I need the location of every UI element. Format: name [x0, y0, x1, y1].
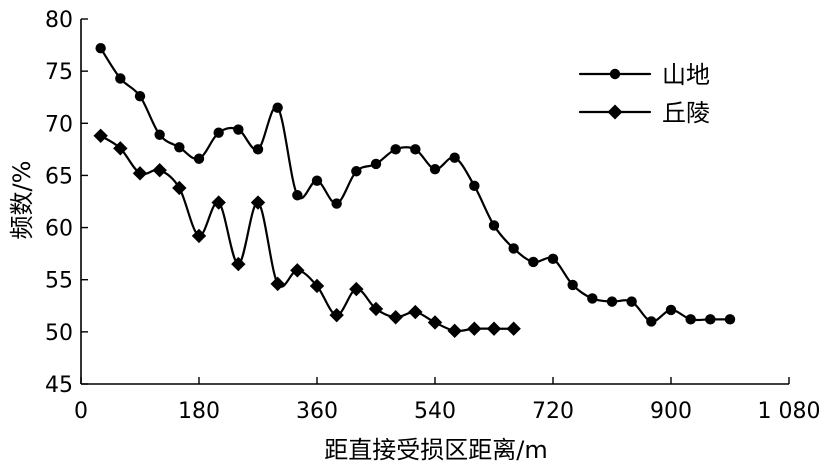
y-tick-label: 55	[45, 269, 73, 294]
y-tick-label: 60	[45, 217, 73, 242]
y-tick-label: 65	[45, 164, 73, 189]
data-point-circle	[370, 158, 382, 170]
data-point-diamond	[250, 195, 266, 210]
series-line-1	[99, 134, 515, 333]
data-point-circle	[174, 142, 185, 153]
data-point-diamond	[172, 180, 187, 196]
data-point-circle	[508, 243, 519, 254]
series-diamond	[93, 128, 521, 339]
x-ticks: 0 180 360 540 720 900 1 080	[74, 377, 820, 424]
data-point-circle	[134, 90, 146, 102]
data-point-circle	[587, 293, 598, 304]
data-point-circle	[410, 144, 421, 155]
data-point-circle	[95, 43, 106, 54]
data-point-circle	[528, 256, 539, 268]
x-tick-label: 360	[296, 399, 338, 424]
data-point-circle	[390, 144, 401, 155]
data-point-circle	[115, 73, 126, 84]
y-tick-label: 50	[45, 321, 73, 346]
data-point-diamond	[467, 321, 482, 336]
x-tick-label: 180	[178, 399, 220, 424]
x-tick-label: 0	[74, 399, 88, 424]
data-point-diamond	[290, 263, 305, 278]
data-point-diamond	[191, 228, 207, 244]
data-point-diamond	[506, 321, 521, 336]
data-point-diamond	[486, 321, 502, 336]
data-point-diamond	[270, 276, 285, 292]
data-point-circle	[547, 253, 559, 265]
data-point-circle	[272, 102, 283, 113]
data-point-circle	[646, 316, 657, 327]
data-point-diamond	[388, 310, 403, 325]
series-circle	[95, 43, 736, 327]
data-point-diamond	[368, 301, 384, 317]
data-point-diamond	[447, 323, 462, 339]
data-point-diamond	[408, 304, 423, 320]
data-point-circle	[567, 279, 578, 291]
data-point-diamond	[211, 195, 226, 210]
data-point-circle	[705, 314, 716, 325]
data-point-circle	[449, 152, 460, 163]
data-point-circle	[311, 175, 323, 186]
x-axis-title: 距直接受损区距离/m	[324, 436, 547, 464]
data-point-circle	[685, 314, 696, 325]
x-tick-label: 540	[414, 399, 456, 424]
legend-marker-circle-icon	[609, 68, 621, 80]
data-point-circle	[331, 198, 342, 209]
data-point-diamond	[113, 141, 128, 156]
y-tick-label: 80	[45, 8, 73, 33]
legend-label-qiuling: 丘陵	[662, 99, 710, 127]
data-point-circle	[351, 166, 362, 177]
data-point-diamond	[427, 315, 443, 330]
data-point-circle	[292, 190, 303, 201]
data-point-circle	[193, 153, 205, 164]
data-point-circle	[606, 296, 618, 307]
data-point-diamond	[349, 281, 364, 297]
y-axis-title: 频数/%	[8, 161, 36, 240]
data-point-diamond	[152, 163, 167, 178]
x-tick-label: 900	[650, 399, 692, 424]
series-layer	[93, 43, 736, 339]
series-line-0	[99, 47, 732, 323]
y-ticks: 45 50 55 60 65 70 75 80	[45, 8, 88, 398]
data-point-diamond	[309, 278, 325, 294]
data-point-diamond	[93, 128, 108, 143]
data-point-diamond	[231, 256, 246, 272]
y-tick-label: 75	[45, 60, 73, 85]
data-point-circle	[429, 163, 441, 175]
legend-marker-diamond-icon	[607, 104, 623, 120]
data-point-circle	[724, 314, 736, 325]
legend-label-shandi: 山地	[662, 61, 710, 89]
x-tick-label: 720	[532, 399, 574, 424]
legend: 山地 丘陵	[578, 61, 710, 127]
data-point-circle	[469, 180, 480, 192]
data-point-circle	[213, 127, 224, 138]
data-point-diamond	[329, 307, 344, 323]
data-point-circle	[665, 304, 677, 316]
data-point-diamond	[132, 166, 148, 181]
data-point-circle	[488, 220, 500, 231]
y-tick-label: 70	[45, 112, 73, 137]
data-point-circle	[626, 296, 637, 307]
x-tick-label: 1 080	[758, 399, 821, 424]
data-point-circle	[154, 129, 165, 140]
y-tick-label: 45	[45, 373, 73, 398]
data-point-circle	[252, 144, 264, 155]
data-point-circle	[233, 124, 244, 135]
